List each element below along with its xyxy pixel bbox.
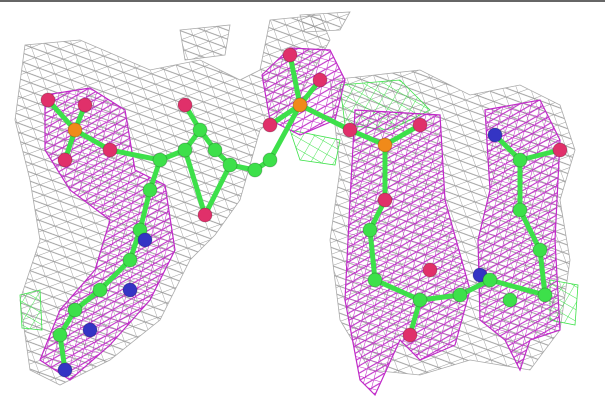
atom [177,97,193,113]
atom [207,142,223,158]
atom [282,47,298,63]
magenta-mesh [39,47,561,397]
mesh-region [289,129,341,166]
bond [287,54,303,106]
atom [362,222,378,238]
atom [412,117,428,133]
atom [342,122,358,138]
atom [122,252,138,268]
atom [67,122,83,138]
atom [512,202,528,218]
atom [537,287,553,303]
atom [77,97,93,113]
atom [102,142,118,158]
atom [532,242,548,258]
atom [312,72,328,88]
atom [142,182,158,198]
atom [92,282,108,298]
atom [67,302,83,318]
atom [192,122,208,138]
atom [40,92,56,108]
atom [82,322,98,338]
atom [57,152,73,168]
atom [452,287,468,303]
atom [137,232,153,248]
atom [487,127,503,143]
atom [402,327,418,343]
atom [177,142,193,158]
atom [262,152,278,168]
atom [377,137,393,153]
atom [292,97,308,113]
atom [367,272,383,288]
atom [52,327,68,343]
bond [46,98,422,173]
atom [247,162,263,178]
atom [197,207,213,223]
atom [377,192,393,208]
atom [552,142,568,158]
atom [512,152,528,168]
atom [482,272,498,288]
mesh-region [19,289,43,331]
mesh-region [299,11,351,33]
atom [422,262,438,278]
atom [412,292,428,308]
atom [222,157,238,173]
mesh-region [477,99,561,372]
ball-and-stick-model [40,47,568,378]
atom [262,117,278,133]
atom [502,292,518,308]
atom [152,152,168,168]
mesh-region [179,24,231,61]
mesh-region [344,109,471,397]
atom [57,362,73,378]
atom [122,282,138,298]
